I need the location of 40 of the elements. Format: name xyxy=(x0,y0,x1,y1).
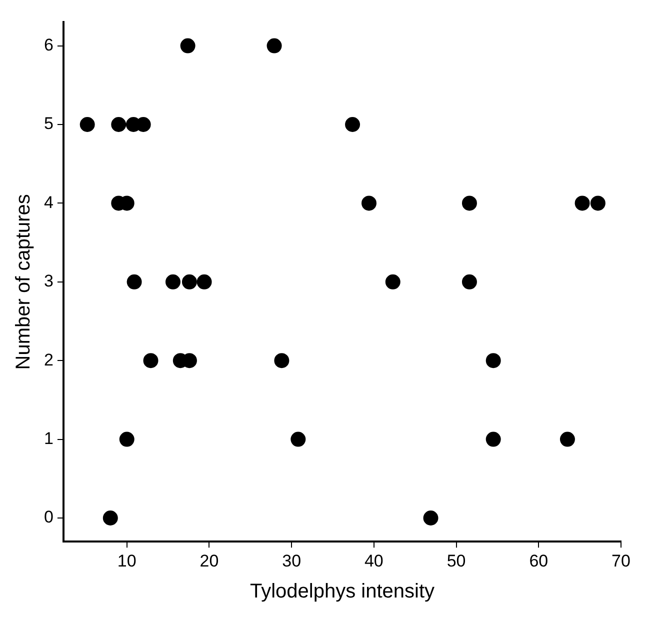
point xyxy=(574,196,590,211)
point xyxy=(119,432,134,447)
y-tick-label: 6 xyxy=(44,35,54,54)
point xyxy=(274,353,290,368)
point xyxy=(111,117,126,132)
y-tick-label: 4 xyxy=(44,192,54,212)
y-tick-label: 5 xyxy=(44,114,54,134)
point xyxy=(126,274,142,290)
point xyxy=(80,117,95,132)
y-axis-title: Number of captures xyxy=(12,194,35,370)
point xyxy=(486,353,501,368)
point xyxy=(345,117,360,132)
point xyxy=(180,38,196,54)
point xyxy=(361,196,376,211)
x-tick-label: 10 xyxy=(117,551,136,570)
y-tick-label: 3 xyxy=(44,272,54,291)
point xyxy=(143,353,158,368)
point xyxy=(196,274,212,290)
point xyxy=(590,196,606,211)
point xyxy=(462,274,477,290)
point xyxy=(560,432,575,447)
y-tick-label: 0 xyxy=(44,508,54,527)
point xyxy=(266,38,282,54)
y-tick-label: 1 xyxy=(44,428,54,448)
point xyxy=(462,196,477,211)
x-tick-label: 40 xyxy=(364,551,384,570)
point xyxy=(290,432,306,447)
point xyxy=(423,510,438,526)
y-tick-label: 2 xyxy=(44,350,54,370)
point xyxy=(385,274,400,290)
point xyxy=(102,510,118,526)
x-tick-label: 30 xyxy=(282,551,302,570)
x-tick-label: 60 xyxy=(529,551,548,570)
x-tick-label: 50 xyxy=(446,551,466,570)
point xyxy=(165,274,180,290)
point xyxy=(486,432,501,447)
x-tick-label: 70 xyxy=(612,551,630,570)
point xyxy=(182,274,197,290)
x-tick-label: 20 xyxy=(200,551,219,570)
x-axis-title: Tylodelphys intensity xyxy=(250,580,434,603)
